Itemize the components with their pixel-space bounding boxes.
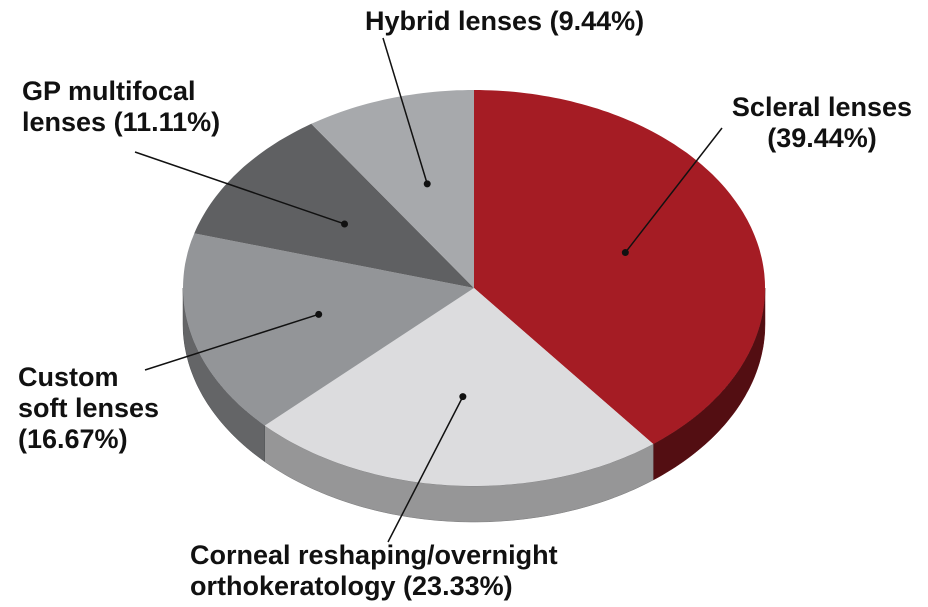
leader-line — [382, 37, 428, 185]
slice-label: GP multifocal lenses (11.11%) — [22, 76, 232, 138]
leader-line — [144, 313, 319, 371]
slice — [311, 90, 474, 288]
slice-side — [182, 287, 265, 463]
leader-dot — [423, 180, 431, 188]
slice-label: Hybrid lenses (9.44%) — [365, 6, 685, 37]
leader-line — [387, 396, 464, 543]
leader-line — [134, 151, 345, 225]
value-label: (23.33%) — [403, 571, 513, 601]
slice-label: Scleral lenses (39.44%) — [722, 92, 922, 154]
slice-label: Corneal reshaping/overnight orthokeratol… — [190, 540, 610, 602]
leader-dot — [315, 310, 323, 318]
slice-label: Custom soft lenses (16.67%) — [18, 362, 168, 455]
leader-dot — [459, 393, 467, 401]
leader-line — [624, 127, 723, 254]
leader-dot — [341, 220, 349, 228]
category-label: GP multifocal lenses — [22, 76, 196, 137]
category-label: Scleral lenses — [731, 92, 913, 122]
value-label: (39.44%) — [767, 123, 877, 153]
value-label: (9.44%) — [549, 6, 645, 36]
slice — [264, 288, 654, 486]
value-label: (16.67%) — [18, 424, 128, 454]
category-label: Corneal reshaping/overnight orthokeratol… — [190, 540, 558, 601]
leader-dot — [621, 249, 629, 257]
category-label: Custom soft lenses — [18, 362, 160, 423]
category-label: Hybrid lenses — [365, 6, 543, 36]
value-label: (11.11%) — [113, 107, 221, 137]
slice — [194, 123, 475, 288]
slice — [474, 90, 765, 444]
slice — [183, 233, 474, 426]
